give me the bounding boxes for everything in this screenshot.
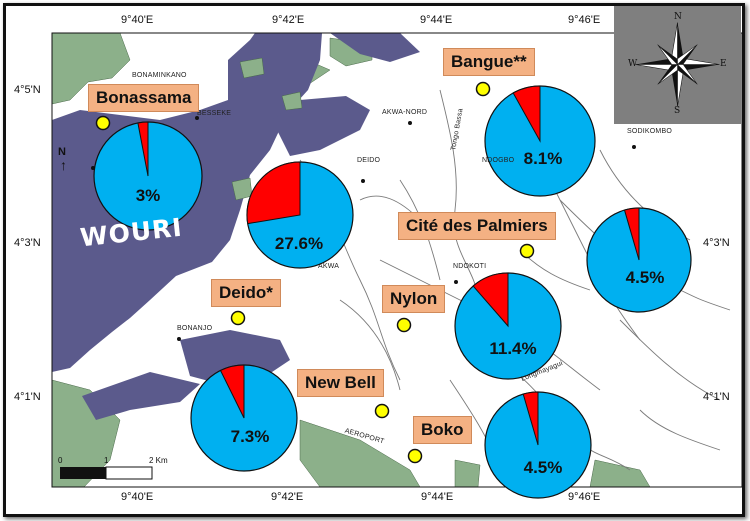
site-markers [95, 81, 535, 464]
compass-n: N [674, 12, 682, 22]
place-label: NDOKOTI [453, 263, 487, 270]
pie-percent-bonassama: 3% [135, 186, 161, 205]
lon-tick-bottom: 9°44'E [421, 491, 454, 503]
site-marker-bangue [475, 81, 491, 97]
pie-charts [93, 85, 692, 499]
lon-tick-top: 9°44'E [420, 14, 453, 26]
pie-percent-deido: 27.6% [274, 234, 324, 253]
compass-e: E [720, 59, 727, 69]
north-arrow: N ↑ [58, 146, 67, 172]
scale-mid-label: 1 [104, 456, 109, 465]
lat-tick-left: 4°3'N [14, 237, 41, 249]
site-label-nylon: Nylon [382, 285, 446, 313]
compass-s: S [674, 106, 681, 116]
lon-tick-bottom: 9°40'E [121, 491, 154, 503]
pie-bonassama [93, 121, 203, 231]
lon-tick-top: 9°40'E [121, 14, 154, 26]
site-label-bonassama: Bonassama [88, 84, 200, 112]
estuary-islands [231, 57, 303, 201]
lat-tick-left: 4°1'N [14, 391, 41, 403]
pie-percent-bangue: 8.1% [523, 149, 563, 168]
pie-slice-infected [219, 364, 245, 419]
pie-new-bell [190, 364, 298, 472]
lon-tick-top: 9°46'E [568, 14, 601, 26]
pie-boko [484, 391, 592, 499]
figure-frame [3, 3, 745, 517]
lon-tick-bottom: 9°42'E [271, 491, 304, 503]
compass-w: W [628, 59, 638, 69]
place-label: BESSEKE [197, 110, 232, 117]
site-label-boko: Boko [413, 416, 472, 444]
site-marker-nylon [396, 317, 412, 333]
site-label-deido: Deido* [211, 279, 281, 307]
lat-tick-right: 4°3'N [703, 237, 730, 249]
pie-cite-des-palmiers [586, 207, 692, 313]
place-label: BONANJO [177, 325, 213, 332]
pie-percent-nylon: 11.4% [489, 339, 537, 358]
pie-percent-boko: 4.5% [523, 458, 563, 477]
place-label: DEIDO [357, 157, 381, 164]
site-marker-bonassama [95, 115, 111, 131]
site-marker-new-bell [374, 403, 390, 419]
scale-end-label: 2 Km [149, 456, 168, 465]
pie-nylon [454, 272, 562, 380]
pie-percent-cite-des-palmiers: 4.5% [625, 268, 665, 287]
pie-slice-infected [137, 121, 149, 177]
place-label: AKWA-NORD [382, 109, 428, 116]
pie-deido [246, 161, 354, 269]
lat-tick-right: 4°1'N [703, 391, 730, 403]
north-arrow-label: N [58, 146, 66, 158]
pie-slice-infected [512, 85, 541, 143]
pie-slice-infected [472, 272, 509, 328]
pie-slice-infected [623, 207, 640, 261]
site-marker-cite-des-palmiers [519, 243, 535, 259]
compass-rose: N S W E [614, 5, 741, 124]
place-label: AKWA [318, 263, 340, 270]
place-label: NDOGBO [482, 157, 515, 164]
pie-bangue [484, 85, 596, 197]
site-marker-deido [230, 310, 246, 326]
arrow-up-icon: ↑ [60, 157, 67, 173]
scale-bar [60, 466, 153, 480]
pie-percent-new-bell: 7.3% [230, 427, 270, 446]
lon-tick-top: 9°42'E [272, 14, 305, 26]
scale-start-label: 0 [58, 456, 63, 465]
pie-slice-infected [522, 391, 539, 446]
site-label-new-bell: New Bell [297, 369, 384, 397]
place-label: SODIKOMBO [627, 128, 672, 135]
lat-tick-left: 4°5'N [14, 84, 41, 96]
site-marker-boko [407, 448, 423, 464]
place-label: BONAMINKANO [132, 72, 187, 79]
lon-tick-bottom: 9°46'E [568, 491, 601, 503]
compass-star-icon [635, 22, 720, 107]
site-label-bangue: Bangue** [443, 48, 535, 76]
site-label-cite-des-palmiers: Cité des Palmiers [398, 212, 556, 240]
pie-slice-infected [246, 161, 301, 225]
